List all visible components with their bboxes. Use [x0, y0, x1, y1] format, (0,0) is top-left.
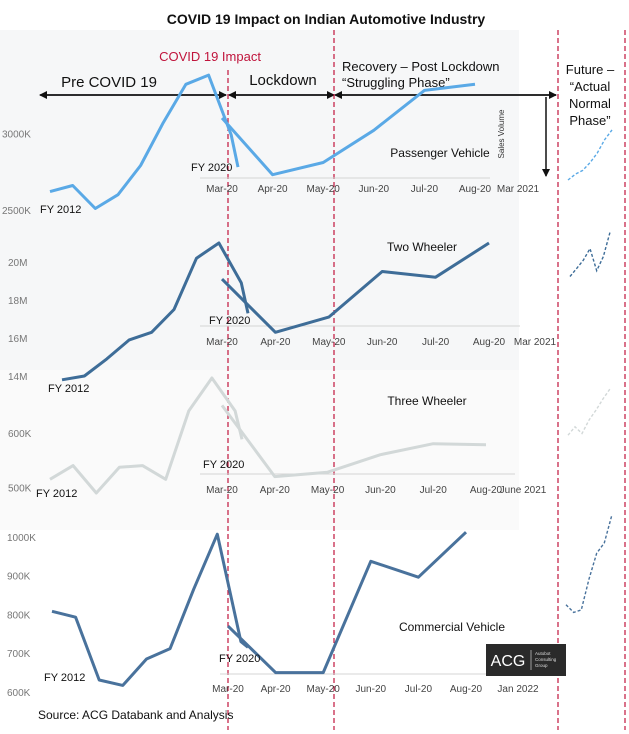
- panel-2-series-post-lockdown: [220, 241, 490, 334]
- panel-3-month-label: Jul-20: [420, 485, 448, 496]
- panel-4-future-trend: [565, 514, 613, 614]
- panel-2-title: Two Wheeler: [387, 240, 457, 254]
- chart-panels: 3000K 2500K Mar-20 Apr-20 May-20 Jun-20 Jul-20…: [2, 73, 613, 699]
- panel-1-start-label: FY 2012: [40, 204, 81, 216]
- panel-4-month-label: Aug-20: [450, 684, 483, 695]
- panel-3-title: Three Wheeler: [387, 394, 466, 408]
- panel-2-series-pre-covid: [61, 241, 250, 382]
- panel-2-month-label: Aug-20: [473, 337, 506, 348]
- future-label-line4: Phase”: [569, 113, 610, 128]
- panel-2-month-label: May-20: [312, 337, 346, 348]
- panel-background-three-wheeler: [0, 370, 519, 530]
- panel-1-month-label: May-20: [307, 184, 341, 195]
- logo-line2: Consulting: [535, 657, 557, 662]
- covid-impact-label: COVID 19 Impact: [159, 49, 261, 64]
- logo-line1: Autobot: [535, 651, 551, 656]
- panel-2-y-tick: 20M: [8, 258, 27, 269]
- panel-4-month-label: Mar-20: [212, 684, 244, 695]
- panel-1-y-tick: 3000K: [2, 129, 31, 140]
- panel-1-y-tick: 2500K: [2, 206, 31, 217]
- panel-3-month-label: May-20: [311, 485, 345, 496]
- panel-4-y-tick: 600K: [7, 688, 31, 699]
- panel-2-break-label: FY 2020: [209, 315, 250, 327]
- panel-3-series-post-lockdown: [220, 404, 487, 479]
- panel-4-month-label: Jun-20: [356, 684, 387, 695]
- panel-1-series-post-lockdown: [220, 82, 476, 177]
- panel-1-series-pre-covid: [49, 73, 240, 210]
- panel-1-future-trend: [567, 129, 613, 181]
- panel-2-month-label: Mar-20: [206, 337, 238, 348]
- panel-4-end-label: Jan 2022: [497, 684, 539, 695]
- sales-volume-label: Sales Volume: [497, 109, 506, 158]
- struggling-phase-label: “Struggling Phase”: [342, 75, 450, 90]
- source-note: Source: ACG Databank and Analysis: [38, 708, 233, 722]
- panel-3-series-pre-covid: [49, 376, 244, 495]
- panel-2-month-label: Jul-20: [422, 337, 450, 348]
- panel-1-month-label: Aug-20: [459, 184, 492, 195]
- panel-2-future-trend: [569, 232, 611, 277]
- panel-3-month-label: Jun-20: [365, 485, 396, 496]
- panel-3-month-label: Aug-20: [470, 485, 503, 496]
- panel-1-break-label: FY 2020: [191, 162, 232, 174]
- panel-3-break-label: FY 2020: [203, 459, 244, 471]
- panel-2-month-label: Apr-20: [260, 337, 290, 348]
- panel-3-future-trend: [567, 388, 611, 436]
- panel-3-start-label: FY 2012: [36, 488, 77, 500]
- panel-4-month-label: Apr-20: [261, 684, 291, 695]
- panel-4-series-pre-covid: [51, 532, 249, 687]
- pre-covid-label: Pre COVID 19: [61, 74, 157, 91]
- panel-2-month-label: Jun-20: [367, 337, 398, 348]
- panel-4-y-tick: 700K: [7, 649, 31, 660]
- panel-3-y-tick: 500K: [8, 484, 32, 495]
- future-label-line3: Normal: [569, 96, 611, 111]
- panel-4-y-tick: 800K: [7, 610, 31, 621]
- panel-3-y-tick: 600K: [8, 429, 32, 440]
- panel-2-y-tick: 16M: [8, 334, 27, 345]
- panel-1-month-label: Jun-20: [359, 184, 390, 195]
- lockdown-label: Lockdown: [249, 72, 317, 89]
- logo-line3: Group: [535, 663, 548, 668]
- panel-2-y-tick: 14M: [8, 372, 27, 383]
- panel-1-title: Passenger Vehicle: [390, 146, 490, 160]
- panel-4-y-tick: 900K: [7, 572, 31, 583]
- panel-4-month-label: Jul-20: [405, 684, 433, 695]
- panel-4-series-post-lockdown: [226, 531, 468, 675]
- panel-2-y-tick: 18M: [8, 296, 27, 307]
- panel-3-month-label: Mar-20: [206, 485, 238, 496]
- panel-3-month-label: Apr-20: [260, 485, 290, 496]
- panel-4-start-label: FY 2012: [44, 672, 85, 684]
- panel-1-end-label: Mar 2021: [497, 184, 540, 195]
- future-label-line2: “Actual: [570, 79, 611, 94]
- logo-box: [486, 644, 566, 676]
- recovery-label: Recovery – Post Lockdown: [342, 59, 500, 74]
- panel-2-end-label: Mar 2021: [514, 337, 557, 348]
- panel-1-month-label: Mar-20: [206, 184, 238, 195]
- future-label-line1: Future –: [566, 62, 615, 77]
- panel-3-end-label: June 2021: [500, 485, 547, 496]
- logo-mark: ACG: [491, 653, 526, 670]
- panel-1-month-label: Apr-20: [258, 184, 288, 195]
- panel-1-month-label: Jul-20: [411, 184, 439, 195]
- chart-title: COVID 19 Impact on Indian Automotive Ind…: [167, 11, 486, 27]
- acg-logo: ACG Autobot Consulting Group: [486, 644, 566, 676]
- panel-4-title: Commercial Vehicle: [399, 620, 505, 634]
- panel-4-break-label: FY 2020: [219, 653, 260, 665]
- panel-4-month-label: May-20: [307, 684, 341, 695]
- panel-2-start-label: FY 2012: [48, 383, 89, 395]
- panel-4-y-tick: 1000K: [7, 533, 36, 544]
